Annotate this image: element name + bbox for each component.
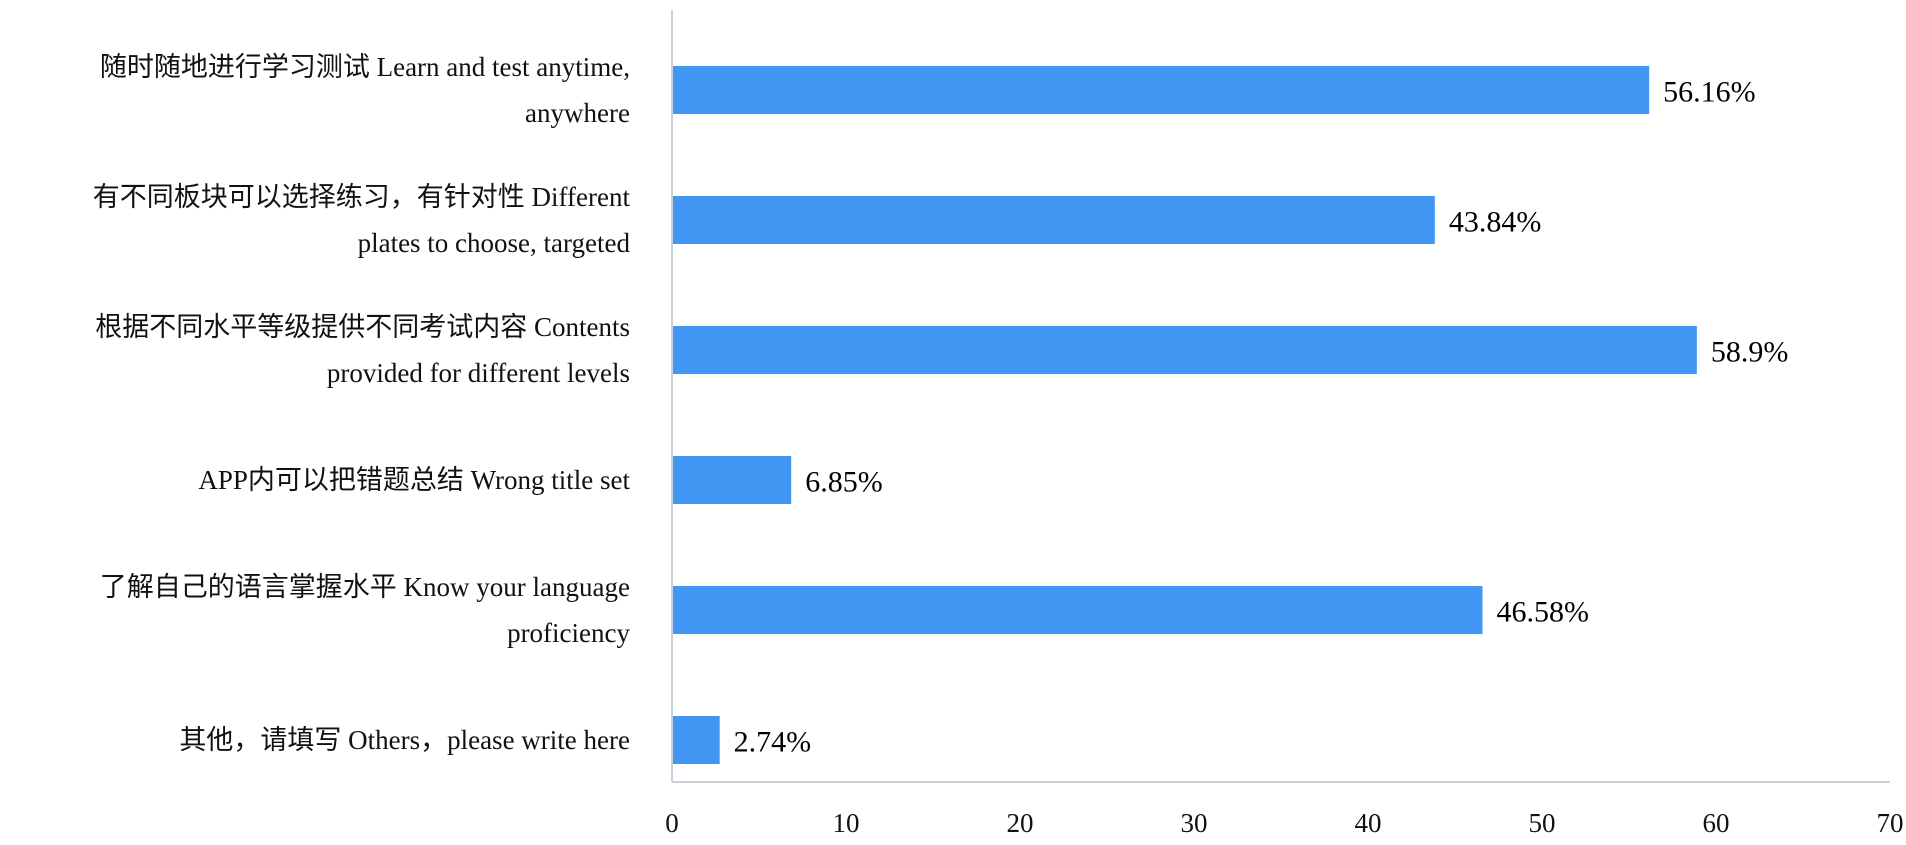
category-label-line: anywhere <box>525 98 630 128</box>
value-labels-group: 56.16% 43.84% 58.9% 6.85% 46.58% 2.74% <box>734 76 1789 759</box>
value-label: 43.84% <box>1449 206 1542 239</box>
bar <box>673 66 1650 114</box>
category-label-line: 了解自己的语言掌握水平 Know your language <box>100 572 630 602</box>
category-label: 随时随地进行学习测试 Learn and test anytime, anywhe… <box>100 52 630 128</box>
x-tick-label: 50 <box>1529 808 1556 838</box>
bar <box>673 586 1483 634</box>
bar <box>673 326 1697 374</box>
x-tick-label: 0 <box>665 808 679 838</box>
category-label: APP内可以把错题总结 Wrong title set <box>198 465 630 495</box>
bars-group <box>673 66 1697 764</box>
category-label-line: plates to choose, targeted <box>358 228 631 258</box>
bar <box>673 196 1435 244</box>
category-label: 有不同板块可以选择练习，有针对性 Different plates to choo… <box>93 182 631 258</box>
category-label-line: provided for different levels <box>327 358 630 388</box>
value-label: 6.85% <box>805 466 883 499</box>
category-label-line: 随时随地进行学习测试 Learn and test anytime, <box>100 52 630 82</box>
category-label-line: 有不同板块可以选择练习，有针对性 Different <box>93 182 631 212</box>
bar <box>673 456 792 504</box>
category-label-line: 其他，请填写 Others，please write here <box>179 725 630 755</box>
category-label-line: proficiency <box>507 618 630 648</box>
x-tick-label: 40 <box>1355 808 1382 838</box>
axes-group <box>671 10 1890 783</box>
category-label-line: 根据不同水平等级提供不同考试内容 Contents <box>95 312 630 342</box>
value-label: 2.74% <box>734 726 812 759</box>
x-tick-label: 20 <box>1007 808 1034 838</box>
category-label: 了解自己的语言掌握水平 Know your language proficienc… <box>100 572 631 648</box>
value-label: 56.16% <box>1663 76 1756 109</box>
value-label: 46.58% <box>1496 596 1589 629</box>
category-label: 根据不同水平等级提供不同考试内容 Contents provided for di… <box>95 312 630 388</box>
value-label: 58.9% <box>1711 336 1789 369</box>
x-tick-label: 60 <box>1703 808 1730 838</box>
x-tick-label: 70 <box>1877 808 1904 838</box>
bar <box>673 716 720 764</box>
x-tick-label: 30 <box>1181 808 1208 838</box>
category-label-line: APP内可以把错题总结 Wrong title set <box>198 465 630 495</box>
x-tick-label: 10 <box>833 808 860 838</box>
category-labels-group: 随时随地进行学习测试 Learn and test anytime, anywhe… <box>93 52 631 755</box>
category-label: 其他，请填写 Others，please write here <box>179 725 630 755</box>
tick-labels-group: 0 10 20 30 40 50 60 70 <box>665 808 1903 838</box>
